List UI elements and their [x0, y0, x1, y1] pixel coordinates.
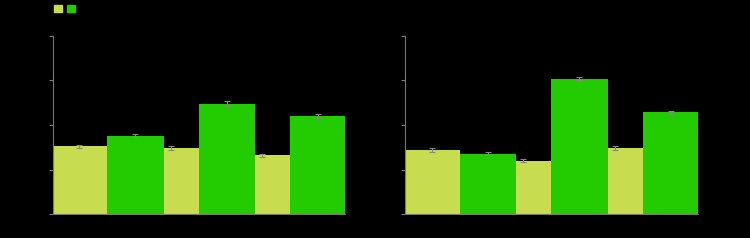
Bar — [107, 136, 164, 214]
Bar — [404, 150, 460, 214]
Bar — [460, 154, 516, 214]
Bar — [586, 148, 643, 214]
Bar — [290, 116, 346, 214]
Bar — [643, 113, 699, 214]
Bar — [51, 146, 107, 214]
Legend: , : , — [50, 0, 81, 18]
Bar — [551, 79, 608, 214]
Bar — [234, 155, 290, 214]
Bar — [142, 148, 199, 214]
Bar — [199, 104, 255, 214]
Bar — [495, 161, 551, 214]
